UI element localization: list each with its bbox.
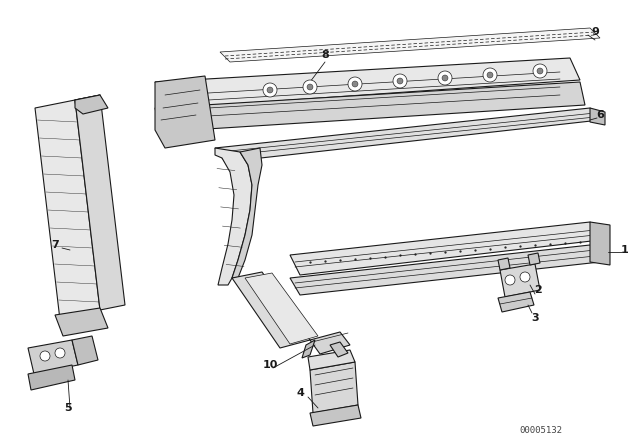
Circle shape — [442, 75, 448, 81]
Polygon shape — [72, 336, 98, 365]
Polygon shape — [75, 95, 108, 114]
Polygon shape — [310, 405, 361, 426]
Polygon shape — [220, 28, 600, 62]
Polygon shape — [302, 340, 315, 358]
Polygon shape — [290, 245, 600, 295]
Polygon shape — [75, 95, 125, 310]
Polygon shape — [55, 308, 108, 336]
Polygon shape — [28, 340, 78, 374]
Circle shape — [352, 81, 358, 87]
Polygon shape — [28, 365, 75, 390]
Text: 8: 8 — [321, 50, 329, 60]
Circle shape — [520, 272, 530, 282]
Polygon shape — [308, 350, 355, 370]
Polygon shape — [310, 332, 350, 354]
Circle shape — [348, 77, 362, 91]
Polygon shape — [330, 342, 348, 357]
Polygon shape — [500, 264, 540, 297]
Polygon shape — [245, 273, 318, 344]
Polygon shape — [35, 100, 100, 320]
Circle shape — [393, 74, 407, 88]
Polygon shape — [155, 76, 215, 148]
Polygon shape — [290, 222, 600, 275]
Text: 1: 1 — [621, 245, 629, 255]
Polygon shape — [232, 148, 262, 278]
Polygon shape — [215, 148, 252, 285]
Circle shape — [263, 83, 277, 97]
Text: 7: 7 — [51, 240, 59, 250]
Circle shape — [487, 72, 493, 78]
Polygon shape — [310, 362, 358, 413]
Circle shape — [533, 64, 547, 78]
Circle shape — [55, 348, 65, 358]
Text: 3: 3 — [531, 313, 539, 323]
Text: 00005132: 00005132 — [519, 426, 563, 435]
Polygon shape — [590, 108, 605, 125]
Text: 2: 2 — [534, 285, 542, 295]
Circle shape — [40, 351, 50, 361]
Polygon shape — [498, 258, 510, 270]
Text: 6: 6 — [596, 110, 604, 120]
Circle shape — [505, 275, 515, 285]
Text: 5: 5 — [64, 403, 72, 413]
Polygon shape — [590, 222, 610, 265]
Circle shape — [397, 78, 403, 84]
Polygon shape — [155, 82, 585, 132]
Text: 4: 4 — [296, 388, 304, 398]
Circle shape — [483, 68, 497, 82]
Polygon shape — [528, 253, 540, 265]
Polygon shape — [215, 108, 600, 162]
Circle shape — [303, 80, 317, 94]
Polygon shape — [155, 58, 580, 108]
Polygon shape — [232, 272, 310, 348]
Text: 10: 10 — [262, 360, 278, 370]
Circle shape — [438, 71, 452, 85]
Polygon shape — [498, 292, 534, 312]
Circle shape — [267, 87, 273, 93]
Circle shape — [307, 84, 313, 90]
Text: 9: 9 — [591, 27, 599, 37]
Circle shape — [537, 68, 543, 74]
